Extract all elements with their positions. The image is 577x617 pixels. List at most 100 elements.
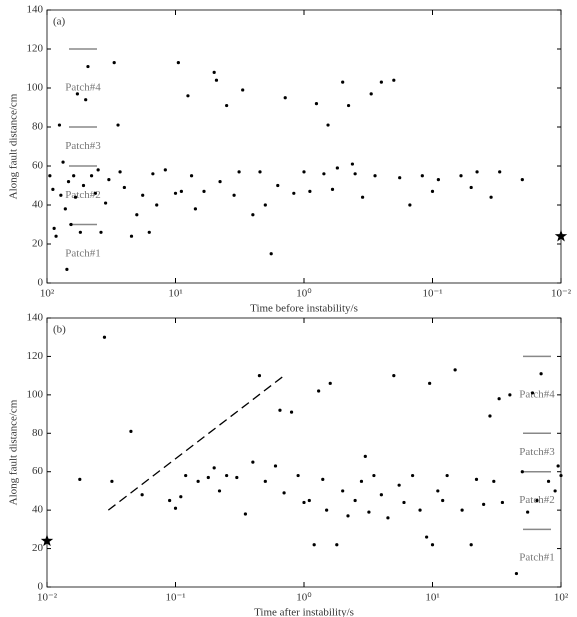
data-point [459,174,463,178]
patch-label: Patch#4 [519,388,555,400]
data-point [54,234,58,238]
data-point [217,489,222,493]
data-point [135,213,139,217]
data-point [99,230,103,234]
data-point [335,543,339,547]
data-point [474,477,479,481]
data-point [206,475,210,480]
data-point [173,506,178,510]
data-point [202,189,206,193]
data-point [81,183,86,188]
data-point [65,267,69,271]
data-point [151,172,155,176]
data-point [129,429,133,433]
data-point [346,103,351,108]
data-point [51,187,55,191]
data-point [147,230,151,234]
data-point [302,500,306,505]
x-tick-label: 10⁰ [296,592,312,604]
data-point [386,516,390,520]
patch-label: Patch#4 [65,82,101,94]
data-point [436,178,440,182]
plot-frame [46,317,562,588]
y-tick-label: 80 [32,427,44,439]
data-point [96,168,100,172]
data-point [129,234,134,238]
data-point [445,473,449,478]
y-tick-label: 40 [32,504,44,516]
data-point [325,508,329,512]
data-point [276,183,280,188]
data-point [251,213,255,217]
data-point [257,374,262,378]
plot-frame [46,9,562,284]
x-axis-label: Time after instability/s [254,607,354,617]
data-point [289,410,294,414]
data-point [73,195,78,199]
data-point [140,493,144,497]
data-point [328,381,332,385]
data-point [112,61,116,65]
data-point [398,176,402,180]
data-point [273,464,278,468]
y-tick-label: 0 [38,581,44,593]
data-point [359,479,364,483]
data-point [492,479,496,483]
y-tick-label: 120 [27,350,44,362]
panel-title: (b) [53,324,66,336]
y-tick-label: 60 [32,465,44,477]
y-tick-label: 60 [32,160,44,172]
x-tick-label: 10⁻² [551,288,572,300]
data-point [225,473,229,478]
data-point [235,475,239,480]
data-point [75,92,79,96]
data-point [278,408,282,412]
data-point [326,123,330,127]
patch-label: Patch#3 [519,446,555,458]
data-point [341,489,345,493]
data-point [520,470,524,474]
data-point [103,201,108,205]
x-tick-label: 10⁰ [296,288,312,300]
data-point [283,96,287,100]
x-tick-label: 10¹ [425,592,439,604]
data-point [559,473,563,478]
data-point [89,174,94,178]
data-point [69,222,73,227]
data-point [497,397,501,401]
y-tick-label: 100 [27,82,44,94]
x-tick-label: 10¹ [168,288,182,300]
y-tick-label: 100 [27,388,44,400]
data-point [520,178,524,182]
data-point [107,178,111,182]
data-point [475,170,479,174]
data-point [78,477,82,481]
data-point [335,166,339,170]
data-point [173,191,178,195]
star-marker [554,229,568,242]
data-point [218,180,222,184]
data-point [425,535,429,539]
x-axis-label: Time before instability/s [250,303,358,315]
data-point [312,543,316,547]
x-tick-label: 10⁻² [37,592,58,604]
data-point [302,170,306,174]
data-point [453,368,457,372]
data-point [189,174,194,178]
data-point [420,174,424,178]
y-tick-label: 0 [38,277,44,289]
y-tick-label: 140 [27,312,44,324]
data-point [526,510,530,514]
x-tick-label: 10² [554,592,569,604]
panel: 0 20 40 60 80 100 120 140 10² 10¹ 10⁰ 10⁻¹ 10⁻² (a) Ti… [8,4,572,315]
data-point [460,508,464,512]
data-point [546,479,551,483]
data-point [317,389,321,393]
data-point [500,500,505,505]
data-point [535,498,539,503]
data-point [530,391,535,395]
data-point [110,479,114,483]
y-tick-label: 20 [32,542,44,554]
data-point [292,191,296,195]
